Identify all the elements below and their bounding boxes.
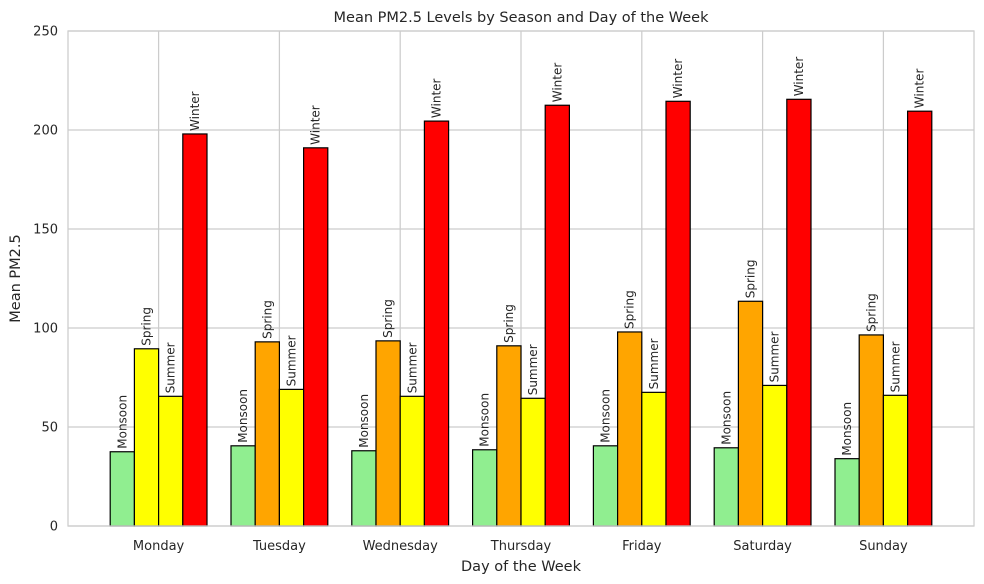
bar-label: Winter [188,91,202,131]
bar-label: Summer [164,342,178,393]
bar-label: Spring [140,307,154,346]
bar-spring [616,331,643,527]
bar-spring [858,334,885,527]
bar-monsoon [472,449,498,527]
bar-label: Summer [889,341,903,392]
x-tick-label: Wednesday [363,539,439,554]
bar-label: Spring [502,304,516,343]
bars-layer [109,98,933,527]
x-tick-label: Sunday [859,539,908,554]
bar-summer [399,395,426,527]
y-tick-label: 250 [33,25,58,40]
bar-monsoon [351,450,377,527]
bar-label: Monsoon [599,389,613,443]
bar-monsoon [592,445,619,527]
bar-label: Winter [792,57,806,97]
x-tick-label: Saturday [733,539,792,554]
bar-label: Summer [405,342,419,393]
bar-label: Winter [550,63,564,103]
bar-label: Monsoon [719,391,733,445]
bar-monsoon [230,445,256,527]
bar-winter [544,104,571,527]
bar-label: Summer [647,338,661,389]
bar-label: Monsoon [840,402,854,456]
bar-winter [182,133,208,527]
bar-spring [737,300,764,527]
plot-frame [67,30,975,527]
bar-spring [133,348,160,527]
x-tick-label: Friday [622,539,662,554]
bar-spring [375,340,401,527]
x-tick-label: Monday [133,539,185,554]
bar-winter [303,147,329,527]
y-tick-label: 50 [41,421,58,436]
bar-summer [520,397,546,527]
bar-label: Summer [285,335,299,386]
bar-monsoon [109,451,135,527]
chart-title: Mean PM2.5 Levels by Season and Day of t… [334,10,710,26]
bar-label: Spring [864,293,878,332]
y-tick-label: 150 [33,223,58,238]
x-tick-label: Tuesday [252,539,306,554]
bar-summer [278,388,305,527]
y-tick-label: 0 [50,520,58,535]
bar-label: Spring [623,290,637,329]
bar-monsoon [834,458,860,527]
bar-label: Monsoon [478,393,492,447]
bar-label: Summer [526,344,540,395]
ticks-layer: 0 50 100 150 200 250 Monday Tuesday Wednesday Thu… [33,25,908,555]
bar-label: Winter [430,78,444,118]
bar-label: Winter [671,59,685,99]
bar-summer [882,394,909,527]
bar-winter [786,98,812,527]
bar-label: Spring [744,260,758,299]
bar-label: Winter [309,105,323,145]
bar-spring [254,341,280,527]
bar-label: Winter [913,69,927,109]
bar-label: Spring [381,299,395,338]
x-axis-label: Day of the Week [461,559,582,575]
bar-winter [665,100,691,527]
bar-summer [158,395,184,527]
bar-winter [423,120,450,527]
bar-monsoon [713,447,740,527]
bar-label: Monsoon [357,394,371,448]
bar-summer [761,384,788,527]
y-axis-label: Mean PM2.5 [8,234,24,322]
bar-label: Summer [768,331,782,382]
bar-label: Spring [260,300,274,339]
y-tick-label: 200 [33,124,58,139]
x-tick-label: Thursday [490,539,552,554]
bar-label: Monsoon [115,395,129,449]
labels-layer: Monsoon Spring Summer Winter Monsoon Spring Su… [115,57,926,456]
bar-spring [496,345,522,527]
bar-label: Monsoon [236,389,250,443]
y-tick-label: 100 [33,322,58,337]
bar-winter [906,110,933,527]
bar-summer [641,391,667,527]
